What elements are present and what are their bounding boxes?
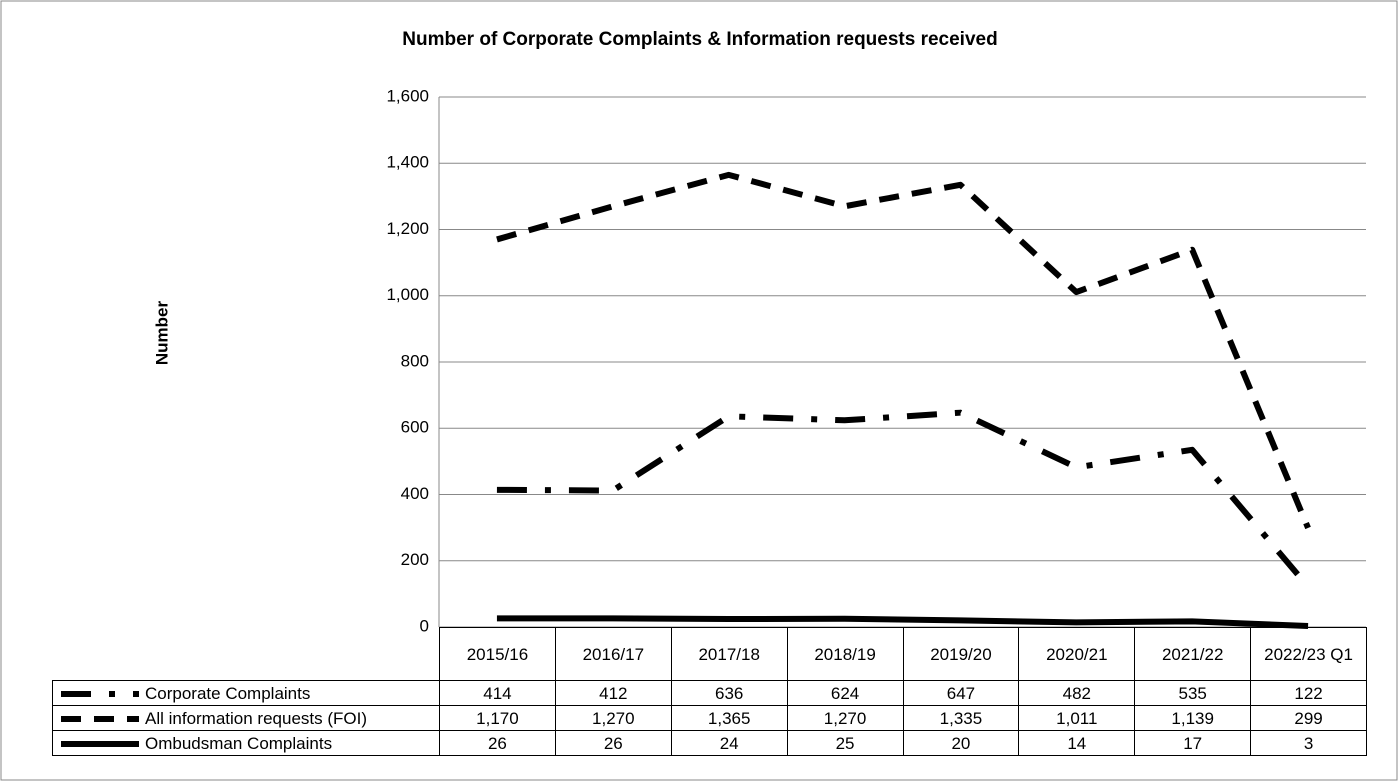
y-axis-label: Number: [152, 301, 171, 366]
legend-label: Ombudsman Complaints: [145, 733, 333, 753]
y-tick-label: 1,600: [386, 86, 429, 105]
table-value: 17: [1134, 730, 1252, 756]
y-tick-label: 1,400: [386, 153, 429, 172]
y-tick-label: 0: [420, 616, 429, 635]
y-tick-label: 800: [401, 351, 429, 370]
x-tick-label: 2021/22: [1134, 627, 1252, 681]
table-value: 1,365: [670, 705, 788, 731]
legend-key-box: [61, 716, 139, 723]
table-row: Corporate Complaints 414 412 636 624 647 482 53…: [52, 680, 1367, 706]
table-value: 1,270: [554, 705, 672, 731]
series-line: [496, 171, 1311, 530]
legend-label: Corporate Complaints: [145, 683, 311, 703]
table-value: 24: [670, 730, 788, 756]
legend-key-box: [61, 741, 139, 748]
x-tick-label: 2019/20: [902, 627, 1020, 681]
table-value: 1,170: [439, 705, 556, 731]
x-tick-label: 2017/18: [670, 627, 788, 681]
table-value: 25: [786, 730, 904, 756]
table-value: 1,335: [902, 705, 1020, 731]
legend-item: Ombudsman Complaints: [52, 730, 440, 756]
legend-key-box: [61, 691, 139, 698]
series-line: [496, 615, 1309, 630]
table-value: 26: [554, 730, 672, 756]
table-row: All information requests (FOI) 1,170 1,270…: [52, 705, 1367, 731]
table-corner: [52, 627, 440, 681]
table-value: 1,011: [1018, 705, 1136, 731]
table-value: 647: [902, 680, 1020, 706]
table-value: 14: [1018, 730, 1136, 756]
table-value: 1,139: [1134, 705, 1252, 731]
y-tick-label: 1,200: [386, 219, 429, 238]
table-value: 299: [1250, 705, 1367, 731]
x-tick-label: 2020/21: [1018, 627, 1136, 681]
table-value: 1,270: [786, 705, 904, 731]
x-tick-label: 2018/19: [786, 627, 904, 681]
table-value: 412: [554, 680, 672, 706]
legend-label: All information requests (FOI): [145, 708, 368, 728]
table-value: 482: [1018, 680, 1136, 706]
x-tick-label: 2016/17: [554, 627, 672, 681]
y-tick-label: 600: [401, 418, 429, 437]
table-header-row: 2015/16 2016/17 2017/18 2018/19 2019/20 2020/…: [52, 627, 1367, 681]
x-tick-label: 2022/23 Q1: [1250, 627, 1367, 681]
table-value: 535: [1134, 680, 1252, 706]
y-tick-label: 200: [401, 550, 429, 569]
y-tick-label: 1,000: [386, 285, 429, 304]
table-value: 3: [1250, 730, 1367, 756]
table-value: 624: [786, 680, 904, 706]
table-value: 122: [1250, 680, 1367, 706]
chart-title: Number of Corporate Complaints & Informa…: [402, 29, 997, 50]
x-tick-label: 2015/16: [439, 627, 556, 681]
legend-item: Corporate Complaints: [52, 680, 440, 706]
y-tick-label: 400: [401, 484, 429, 503]
table-value: 414: [439, 680, 556, 706]
table-value: 636: [670, 680, 788, 706]
legend-item: All information requests (FOI): [52, 705, 440, 731]
table-row: Ombudsman Complaints 26 26 24 25 20 14 17 3: [52, 730, 1367, 756]
data-table: 2015/16 2016/17 2017/18 2018/19 2019/20 2020/…: [52, 627, 1367, 756]
table-value: 26: [439, 730, 556, 756]
table-value: 20: [902, 730, 1020, 756]
